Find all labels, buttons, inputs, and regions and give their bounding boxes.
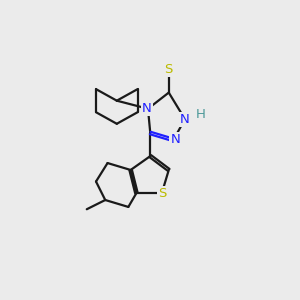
Text: H: H [196,108,206,121]
Text: S: S [158,187,166,200]
Text: N: N [180,113,190,126]
Text: N: N [170,134,180,146]
Text: N: N [142,102,152,115]
Text: S: S [165,63,173,76]
